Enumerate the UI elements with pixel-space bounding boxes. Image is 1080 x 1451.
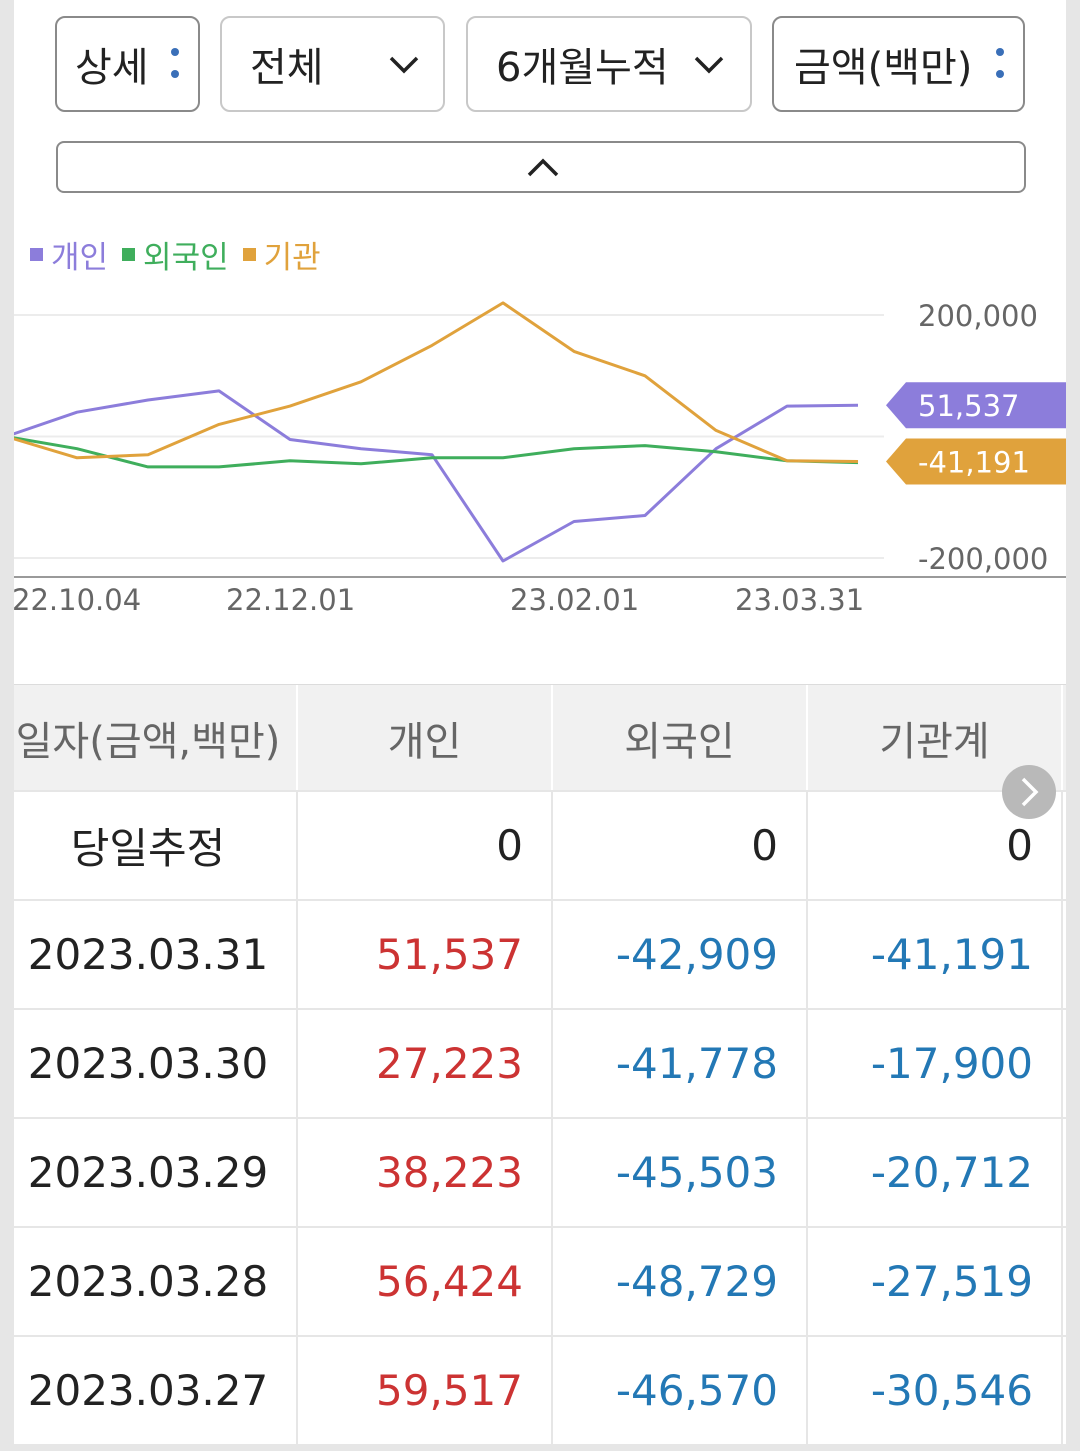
x-tick-label: 22.10.04 <box>12 583 141 617</box>
investor-line-chart: 200,000 -200,000 22.10.04 22.12.01 23.02.01 2… <box>0 299 1080 617</box>
scope-dropdown-label: 전체 <box>250 45 324 91</box>
chevron-up-icon <box>527 158 559 177</box>
header-institution: 기관계 <box>808 685 1063 791</box>
series-line-1 <box>5 435 859 469</box>
x-tick-label: 22.12.01 <box>226 583 355 617</box>
period-dropdown-label: 6개월누적 <box>496 45 669 91</box>
row-individual: 0 <box>298 792 553 899</box>
legend-swatch <box>242 248 256 261</box>
legend-label: 외국인 <box>143 240 229 276</box>
row-date: 2023.03.28 <box>0 1228 298 1335</box>
chart-legend: 개인 외국인 기관 <box>30 232 335 277</box>
legend-item-individual: 개인 <box>30 232 108 277</box>
row-institution: -20,712 <box>808 1119 1063 1226</box>
last-value-individual-text: 51,537 <box>918 389 1019 423</box>
legend-swatch <box>30 248 43 261</box>
last-value-individual-bg <box>886 382 1080 429</box>
row-date: 당일추정 <box>0 792 298 899</box>
legend-item-foreign: 외국인 <box>122 232 229 277</box>
row-institution: -30,546 <box>808 1337 1063 1444</box>
row-foreign: -46,570 <box>553 1337 808 1444</box>
row-foreign: -41,778 <box>553 1010 808 1117</box>
legend-item-institution: 기관 <box>242 232 321 277</box>
table-row[interactable]: 2023.03.27 59,517 -46,570 -30,546 <box>0 1335 1080 1444</box>
unit-filter-button[interactable]: 금액(백만) <box>772 16 1025 112</box>
legend-label: 기관 <box>263 240 321 276</box>
right-edge <box>1066 0 1080 1451</box>
row-individual: 56,424 <box>298 1228 553 1335</box>
table-row[interactable]: 2023.03.31 51,537 -42,909 -41,191 <box>0 899 1080 1008</box>
table-row[interactable]: 2023.03.30 27,223 -41,778 -17,900 <box>0 1008 1080 1117</box>
row-institution: -27,519 <box>808 1228 1063 1335</box>
header-date: 일자(금액,백만) <box>0 685 298 791</box>
scroll-right-button[interactable] <box>1002 765 1056 819</box>
period-dropdown[interactable]: 6개월누적 <box>466 16 752 112</box>
more-vertical-icon <box>996 48 1004 82</box>
left-edge <box>0 0 14 1451</box>
row-date: 2023.03.30 <box>0 1010 298 1117</box>
series-line-2 <box>5 301 859 463</box>
detail-filter-button[interactable]: 상세 <box>55 16 200 112</box>
row-foreign: -42,909 <box>553 901 808 1008</box>
more-vertical-icon <box>171 48 179 82</box>
row-individual: 59,517 <box>298 1337 553 1444</box>
last-value-institution-bg <box>886 438 1080 485</box>
row-individual: 38,223 <box>298 1119 553 1226</box>
row-date: 2023.03.31 <box>0 901 298 1008</box>
table-row[interactable]: 2023.03.29 38,223 -45,503 -20,712 <box>0 1117 1080 1226</box>
row-individual: 51,537 <box>298 901 553 1008</box>
row-foreign: 0 <box>553 792 808 899</box>
detail-filter-label: 상세 <box>75 45 149 91</box>
row-institution: -41,191 <box>808 901 1063 1008</box>
row-institution: 0 <box>808 792 1063 899</box>
y-tick-label: -200,000 <box>918 542 1048 576</box>
unit-filter-label: 금액(백만) <box>794 45 973 91</box>
x-tick-label: 23.02.01 <box>510 583 639 617</box>
table-header: 일자(금액,백만) 개인 외국인 기관계 <box>0 684 1080 791</box>
row-institution: -17,900 <box>808 1010 1063 1117</box>
series-line-0 <box>5 389 859 563</box>
row-foreign: -48,729 <box>553 1228 808 1335</box>
legend-swatch <box>122 248 136 261</box>
row-date: 2023.03.27 <box>0 1337 298 1444</box>
row-date: 2023.03.29 <box>0 1119 298 1226</box>
x-tick-label: 23.03.31 <box>735 583 864 617</box>
header-foreign: 외국인 <box>553 685 808 791</box>
scope-dropdown[interactable]: 전체 <box>220 16 445 112</box>
last-value-institution-text: -41,191 <box>918 446 1030 480</box>
header-individual: 개인 <box>298 685 553 791</box>
y-tick-label: 200,000 <box>918 299 1038 333</box>
table-row[interactable]: 당일추정 0 0 0 <box>0 790 1080 899</box>
table-row[interactable]: 2023.03.28 56,424 -48,729 -27,519 <box>0 1226 1080 1335</box>
chevron-down-icon <box>694 56 724 74</box>
collapse-filters-button[interactable] <box>56 141 1026 193</box>
row-individual: 27,223 <box>298 1010 553 1117</box>
legend-label: 개인 <box>51 240 109 276</box>
chevron-down-icon <box>389 56 419 74</box>
chevron-right-icon <box>1021 777 1039 807</box>
row-foreign: -45,503 <box>553 1119 808 1226</box>
